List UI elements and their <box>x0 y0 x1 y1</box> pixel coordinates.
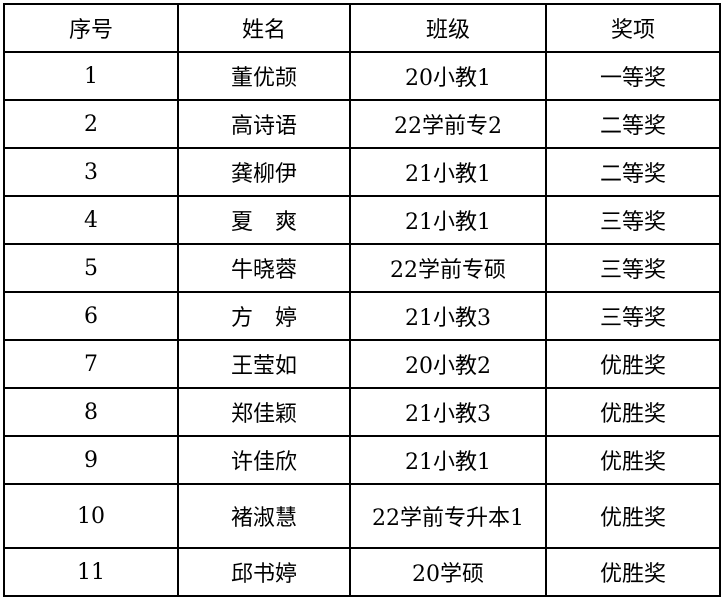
cell-class: 22学前专升本1 <box>349 483 547 549</box>
cell-name: 董优颉 <box>177 51 351 101</box>
cell-award: 优胜奖 <box>545 547 721 597</box>
cell-index: 4 <box>3 195 179 245</box>
table-row: 9 许佳欣 21小教1 优胜奖 <box>3 435 721 485</box>
cell-index: 3 <box>3 147 179 197</box>
cell-name: 高诗语 <box>177 99 351 149</box>
cell-award: 优胜奖 <box>545 339 721 389</box>
cell-index: 7 <box>3 339 179 389</box>
cell-class: 21小教1 <box>349 195 547 245</box>
cell-award: 优胜奖 <box>545 387 721 437</box>
cell-award: 一等奖 <box>545 51 721 101</box>
cell-index: 5 <box>3 243 179 293</box>
cell-name: 褚淑慧 <box>177 483 351 549</box>
cell-name: 王莹如 <box>177 339 351 389</box>
table-body: 1 董优颉 20小教1 一等奖 2 高诗语 22学前专2 二等奖 3 龚柳伊 21小教1 二等奖 4 夏 … <box>3 51 721 597</box>
cell-award: 三等奖 <box>545 243 721 293</box>
cell-award: 优胜奖 <box>545 483 721 549</box>
table-row: 8 郑佳颖 21小教3 优胜奖 <box>3 387 721 437</box>
cell-index: 11 <box>3 547 179 597</box>
header-class: 班级 <box>349 3 547 53</box>
cell-index: 2 <box>3 99 179 149</box>
table-row: 3 龚柳伊 21小教1 二等奖 <box>3 147 721 197</box>
cell-award: 优胜奖 <box>545 435 721 485</box>
table-row: 11 邱书婷 20学硕 优胜奖 <box>3 547 721 597</box>
table-row: 10 褚淑慧 22学前专升本1 优胜奖 <box>3 483 721 549</box>
cell-name: 牛晓蓉 <box>177 243 351 293</box>
header-index: 序号 <box>3 3 179 53</box>
cell-class: 20学硕 <box>349 547 547 597</box>
header-name: 姓名 <box>177 3 351 53</box>
table-row: 7 王莹如 20小教2 优胜奖 <box>3 339 721 389</box>
cell-index: 8 <box>3 387 179 437</box>
cell-index: 10 <box>3 483 179 549</box>
cell-award: 三等奖 <box>545 195 721 245</box>
cell-class: 21小教1 <box>349 435 547 485</box>
table-row: 2 高诗语 22学前专2 二等奖 <box>3 99 721 149</box>
table-header-row: 序号 姓名 班级 奖项 <box>3 3 721 53</box>
cell-name: 夏 爽 <box>177 195 351 245</box>
cell-class: 21小教1 <box>349 147 547 197</box>
cell-class: 20小教2 <box>349 339 547 389</box>
cell-award: 二等奖 <box>545 147 721 197</box>
cell-award: 二等奖 <box>545 99 721 149</box>
cell-class: 20小教1 <box>349 51 547 101</box>
cell-name: 许佳欣 <box>177 435 351 485</box>
cell-index: 1 <box>3 51 179 101</box>
table-row: 1 董优颉 20小教1 一等奖 <box>3 51 721 101</box>
table-row: 5 牛晓蓉 22学前专硕 三等奖 <box>3 243 721 293</box>
cell-name: 郑佳颖 <box>177 387 351 437</box>
cell-index: 9 <box>3 435 179 485</box>
cell-name: 龚柳伊 <box>177 147 351 197</box>
awards-table: 序号 姓名 班级 奖项 1 董优颉 20小教1 一等奖 2 高诗语 22学前专2 二等奖 3 龚柳… <box>3 3 721 597</box>
cell-class: 21小教3 <box>349 291 547 341</box>
header-award: 奖项 <box>545 3 721 53</box>
cell-class: 21小教3 <box>349 387 547 437</box>
cell-award: 三等奖 <box>545 291 721 341</box>
cell-index: 6 <box>3 291 179 341</box>
cell-name: 方 婷 <box>177 291 351 341</box>
cell-class: 22学前专2 <box>349 99 547 149</box>
cell-name: 邱书婷 <box>177 547 351 597</box>
cell-class: 22学前专硕 <box>349 243 547 293</box>
